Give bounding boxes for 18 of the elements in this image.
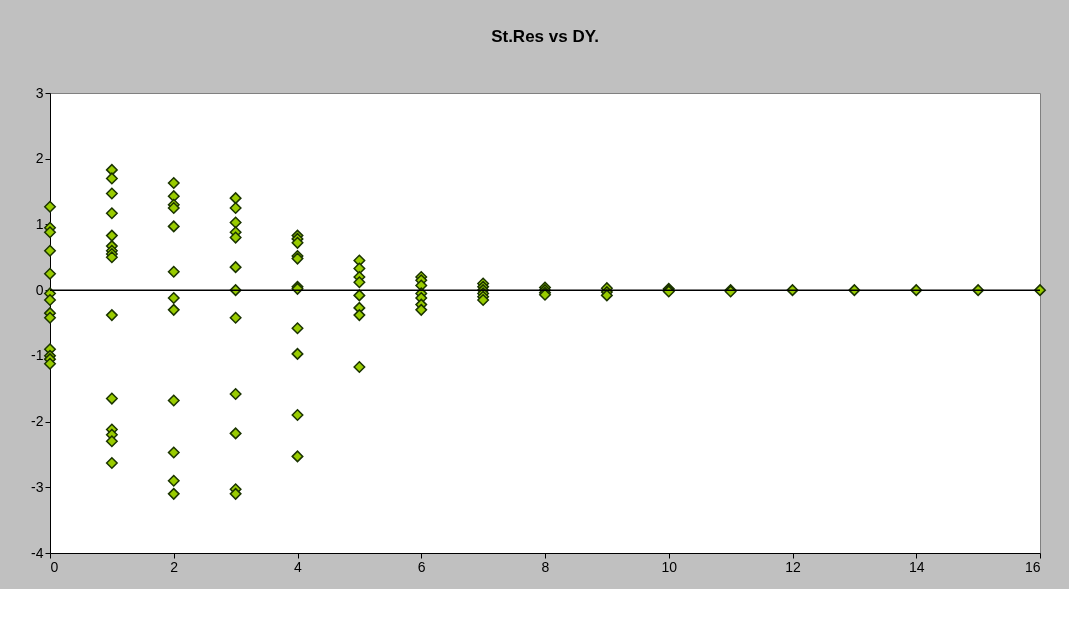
chart-title: St.Res vs DY.	[491, 27, 599, 46]
y-tick-label: 1	[35, 215, 44, 232]
x-tick-label: 2	[170, 558, 179, 575]
y-tick-label: 0	[35, 281, 44, 298]
y-tick-label: -3	[31, 478, 44, 495]
x-tick-label: 12	[785, 558, 801, 575]
x-tick-label: 0	[50, 558, 59, 575]
y-tick-label: 3	[35, 84, 44, 101]
x-tick-label: 14	[908, 558, 925, 575]
y-tick-label: -1	[31, 347, 44, 364]
x-tick-label: 6	[417, 558, 426, 575]
y-tick-label: -2	[31, 413, 44, 430]
x-tick-label: 10	[661, 558, 678, 575]
y-tick-label: -4	[31, 544, 44, 561]
x-tick-label: 16	[1024, 558, 1041, 575]
x-tick-label: 8	[541, 558, 550, 575]
x-tick-label: 4	[294, 558, 303, 575]
y-tick-label: 2	[35, 150, 44, 167]
